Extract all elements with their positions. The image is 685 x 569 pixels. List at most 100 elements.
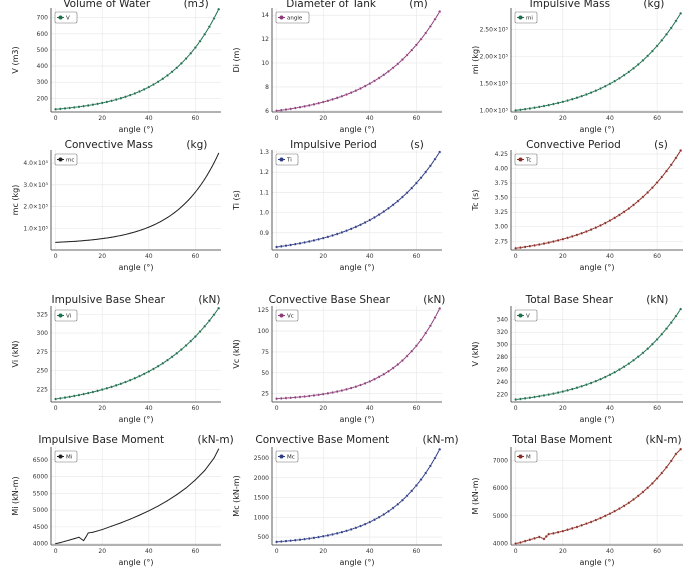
y-tick-label: 3.0×10⁵ <box>23 182 48 189</box>
data-point <box>129 518 131 520</box>
data-point <box>627 207 631 210</box>
legend: mi <box>514 11 538 24</box>
x-tick-label: 60 <box>192 253 200 260</box>
data-point <box>561 529 565 533</box>
data-point <box>155 223 157 225</box>
data-point <box>178 208 180 210</box>
data-point <box>129 232 131 234</box>
data-point <box>275 245 279 249</box>
data-point <box>212 16 216 20</box>
y-tick-label: 75 <box>261 349 269 356</box>
data-point <box>589 228 593 232</box>
chart-panel: 0 20 40 60 1.0×10⁵ 2.0×10⁵ 3.0×10⁵ 4.0×10⁵ Conve… <box>11 139 221 272</box>
data-point <box>58 107 62 111</box>
data-point <box>382 73 386 77</box>
data-point <box>599 516 602 520</box>
data-point <box>363 84 367 88</box>
data-point <box>636 63 640 66</box>
data-point <box>83 240 85 242</box>
y-tick-label: 0.9 <box>259 230 269 237</box>
data-point <box>660 175 664 179</box>
data-point <box>138 90 141 93</box>
data-point <box>110 385 113 389</box>
data-point <box>340 389 344 392</box>
data-point <box>331 97 334 101</box>
chart-panel: 0 20 40 60 500 1000 1500 2000 2500 Convective Bas… <box>232 434 459 567</box>
data-point <box>87 239 89 241</box>
legend-label: angle <box>287 16 303 22</box>
data-point <box>570 97 574 101</box>
data-point <box>193 46 197 49</box>
data-point <box>345 387 348 391</box>
data-point <box>646 54 650 58</box>
data-point <box>100 388 104 392</box>
data-point <box>194 479 196 481</box>
y-tick-label: 4000 <box>33 541 48 548</box>
data-point <box>138 374 141 378</box>
data-point <box>331 233 334 237</box>
y-axis-label: V (kN) <box>471 342 480 367</box>
data-point <box>340 94 344 98</box>
data-point <box>528 244 532 248</box>
y-tick-label: 280 <box>497 354 509 361</box>
data-point <box>118 235 120 237</box>
y-tick-label: 700 <box>37 15 49 22</box>
data-point <box>86 391 90 395</box>
data-point <box>646 347 650 351</box>
data-point <box>570 526 574 530</box>
series-line <box>276 11 441 112</box>
legend-label: mi <box>526 16 533 22</box>
data-point <box>284 539 288 543</box>
data-point <box>321 392 325 396</box>
data-point <box>218 152 220 154</box>
data-point <box>438 447 442 451</box>
data-point <box>433 157 437 161</box>
data-point <box>363 381 367 385</box>
data-point <box>414 344 418 348</box>
y-tick-label: 5000 <box>493 513 508 520</box>
data-point <box>660 332 664 336</box>
data-point <box>386 206 390 210</box>
data-point <box>133 91 137 95</box>
legend: Vi <box>54 309 78 322</box>
x-tick-label: 0 <box>275 548 279 555</box>
x-tick-label: 40 <box>366 253 374 260</box>
x-axis-label: angle (°) <box>580 263 615 272</box>
legend-box <box>275 309 299 322</box>
data-point <box>145 227 147 229</box>
data-point <box>63 396 67 400</box>
chart-panel: 0 20 40 60 1.00×10⁵ 1.50×10⁵ 2.00×10⁵ 2.50×10⁵ I… <box>471 0 683 134</box>
data-point <box>405 494 409 498</box>
data-point <box>66 241 68 243</box>
data-point <box>303 537 307 541</box>
data-point <box>82 392 86 396</box>
data-point <box>157 222 159 224</box>
data-point <box>124 380 127 384</box>
legend: Tc <box>514 153 538 166</box>
data-point <box>428 324 432 328</box>
x-axis-label: angle (°) <box>580 415 615 424</box>
series-line <box>55 448 220 545</box>
data-point <box>566 236 569 240</box>
data-point <box>669 163 673 167</box>
data-point <box>373 79 376 83</box>
data-point <box>679 307 683 311</box>
y-tick-label: 275 <box>37 349 49 356</box>
legend: V <box>54 11 78 24</box>
y-tick-label: 3.75 <box>495 180 509 187</box>
data-point <box>293 106 297 110</box>
data-point <box>331 532 334 536</box>
data-point <box>312 393 316 397</box>
data-point <box>424 170 428 174</box>
data-point <box>279 244 283 248</box>
data-point <box>377 213 381 217</box>
data-point <box>622 504 626 508</box>
data-point <box>594 379 598 383</box>
data-point <box>373 215 376 219</box>
x-tick-label: 60 <box>413 253 421 260</box>
data-point <box>608 373 612 377</box>
x-tick-label: 0 <box>514 548 518 555</box>
data-point <box>97 238 99 240</box>
data-point <box>91 390 95 394</box>
